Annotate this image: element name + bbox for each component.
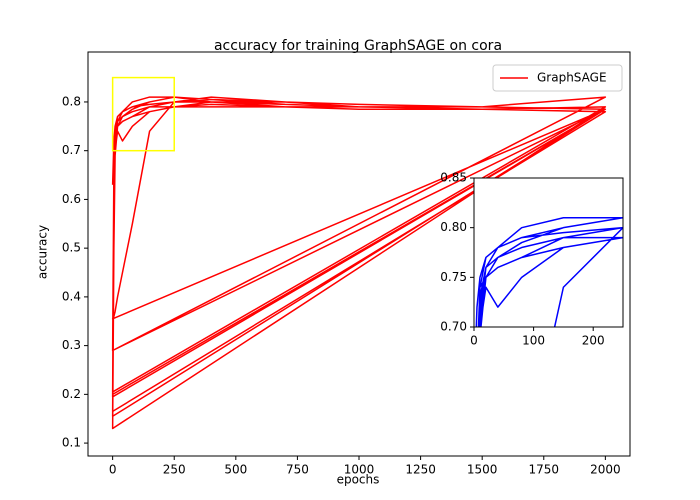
x-tick-label: 100 [522, 334, 545, 348]
x-tick-label: 1250 [405, 463, 436, 477]
legend-label: GraphSAGE [537, 71, 607, 85]
y-tick-label: 0.2 [62, 387, 81, 401]
y-tick-label: 0.3 [62, 338, 81, 352]
y-axis-label: accuracy [36, 225, 50, 279]
y-tick-label: 0.80 [440, 220, 467, 234]
x-tick-label: 1000 [344, 463, 375, 477]
y-tick-label: 0.85 [440, 171, 467, 185]
y-tick-label: 0.1 [62, 436, 81, 450]
y-tick-label: 0.4 [62, 289, 81, 303]
y-tick-label: 0.5 [62, 241, 81, 255]
legend-frame [492, 64, 623, 92]
inset-line [475, 216, 623, 327]
y-tick-label: 0.70 [440, 320, 467, 334]
x-tick-label: 1750 [528, 463, 559, 477]
x-tick-label: 2000 [590, 463, 621, 477]
zoom-box [111, 76, 175, 152]
x-tick-label: 750 [286, 463, 309, 477]
x-axis-label: epochs [337, 473, 380, 487]
x-tick-label: 0 [109, 463, 117, 477]
x-tick-label: 0 [470, 334, 478, 348]
line [111, 96, 607, 430]
x-tick-label: 1500 [467, 463, 498, 477]
y-tick-label: 0.7 [62, 143, 81, 157]
x-tick-label: 500 [224, 463, 247, 477]
legend: GraphSAGE [492, 64, 623, 92]
y-tick-label: 0.75 [440, 270, 467, 284]
x-tick-label: 250 [163, 463, 186, 477]
x-tick-label: 200 [582, 334, 605, 348]
y-tick-label: 0.8 [62, 94, 81, 108]
plot-frame [473, 177, 624, 328]
y-tick-label: 0.6 [62, 192, 81, 206]
chart-title: accuracy for training GraphSAGE on cora [214, 38, 502, 54]
inset-lines [475, 216, 623, 327]
